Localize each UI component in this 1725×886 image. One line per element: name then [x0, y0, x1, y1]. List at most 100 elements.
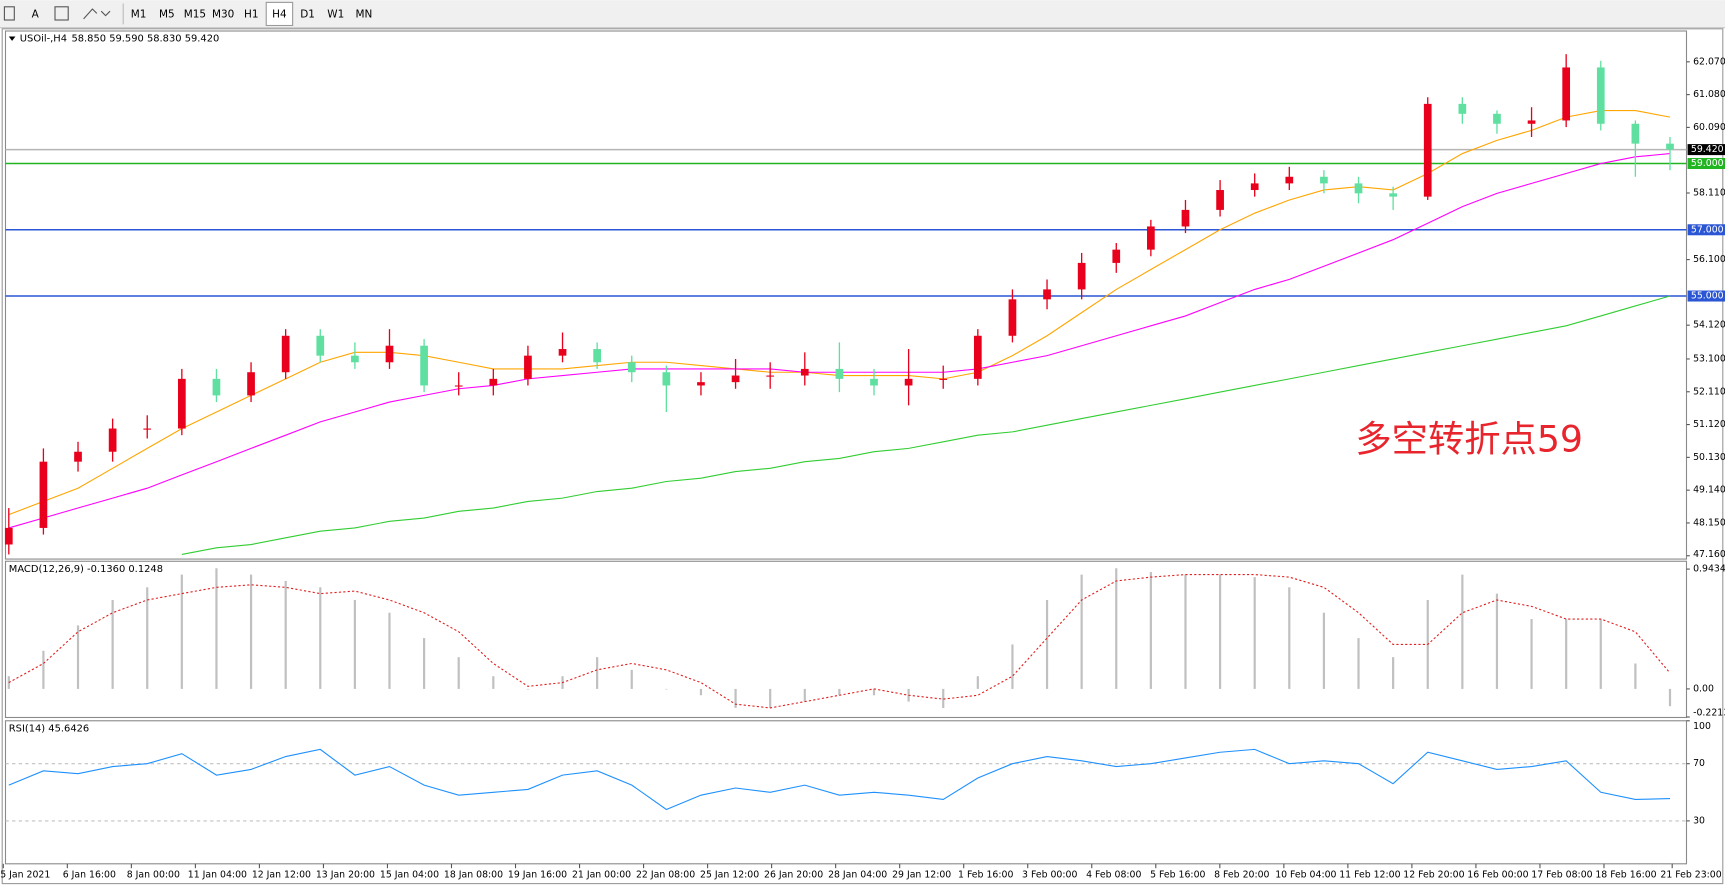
rsi-line: [8, 748, 1671, 811]
candle-body: [697, 382, 705, 386]
candle-body: [108, 428, 117, 452]
x-tick-label: 21 Feb 23:00: [1660, 869, 1721, 880]
x-tick-label: 4 Feb 08:00: [1086, 869, 1141, 880]
y-tick-label: 51.120: [1693, 419, 1725, 430]
macd-bar: [630, 669, 633, 689]
candle-body: [1596, 67, 1605, 124]
macd-bar: [1565, 619, 1568, 689]
macd-bar: [1599, 619, 1602, 689]
candle-body: [1285, 176, 1294, 184]
indicator-title: RSI(14) 45.6426: [9, 723, 89, 734]
x-tick-label: 5 Feb 16:00: [1150, 869, 1205, 880]
candle-body: [420, 345, 428, 386]
x-tick-label: 19 Jan 16:00: [508, 869, 567, 880]
ohlc-values: 58.850 59.590 58.830 59.420: [71, 34, 219, 45]
timeframe-button[interactable]: MN: [356, 9, 373, 21]
timeframe-button[interactable]: M5: [159, 9, 175, 21]
candle-body: [973, 335, 982, 379]
x-tick-label: 15 Jan 04:00: [380, 869, 439, 880]
candle-body: [1354, 183, 1363, 194]
x-tick-label: 28 Jan 04:00: [828, 869, 887, 880]
macd-bar: [319, 587, 322, 689]
timeframe-button[interactable]: M15: [184, 9, 206, 21]
price-level-tag: [1687, 290, 1725, 302]
macd-bar: [976, 676, 979, 689]
macd-signal: [8, 574, 1671, 709]
x-tick-label: 8 Feb 20:00: [1214, 869, 1269, 880]
tool-button[interactable]: A: [32, 9, 40, 21]
timeframe-button[interactable]: D1: [300, 9, 315, 21]
y-tick-label: -0.2213: [1693, 708, 1725, 719]
x-tick-label: 13 Jan 20:00: [316, 869, 375, 880]
candle-body: [1147, 226, 1155, 250]
panel-border: [4, 720, 1688, 865]
x-tick-label: 22 Jan 08:00: [636, 869, 695, 880]
y-tick-label: 56.100: [1693, 254, 1725, 265]
macd-bar: [1392, 657, 1395, 689]
y-tick-label: 100: [1693, 721, 1711, 732]
candle-body: [454, 385, 463, 387]
price-level-label: 57.000: [1691, 224, 1724, 235]
price-level-label: 59.420: [1691, 144, 1724, 155]
x-tick-label: 21 Jan 00:00: [572, 869, 631, 880]
candle-body: [1008, 299, 1017, 336]
candle-body: [1666, 143, 1674, 150]
candle-body: [1562, 67, 1571, 121]
macd-bar: [838, 688, 841, 696]
macd-bar: [492, 676, 495, 689]
x-tick-label: 1 Feb 16:00: [958, 869, 1013, 880]
macd-bar: [284, 580, 287, 689]
timeframe-button[interactable]: H1: [244, 9, 259, 21]
y-tick-label: 48.150: [1693, 517, 1725, 528]
x-tick-label: 5 Jan 2021: [0, 869, 50, 880]
macd-bar: [388, 612, 391, 689]
macd-bar: [872, 688, 876, 696]
candle-body: [1077, 262, 1086, 290]
y-tick-label: 53.100: [1693, 353, 1725, 364]
macd-bar: [769, 688, 772, 708]
candle-body: [627, 362, 636, 373]
macd-bar: [1045, 600, 1049, 689]
macd-bar: [734, 688, 737, 708]
x-tick-label: 16 Feb 00:00: [1467, 869, 1528, 880]
candle-body: [1043, 289, 1051, 300]
macd-bar: [942, 688, 945, 708]
macd-bar: [422, 638, 426, 689]
candle-body: [385, 345, 394, 363]
indicator-title: USOil-,H4: [20, 34, 67, 45]
text-icon[interactable]: [54, 6, 69, 21]
y-tick-label: 52.110: [1693, 386, 1725, 397]
timeframe-button[interactable]: W1: [327, 9, 344, 21]
price-level-tag: [1687, 158, 1725, 170]
y-tick-label: 54.120: [1693, 320, 1725, 331]
x-tick-label: 18 Jan 08:00: [444, 869, 503, 880]
candle-body: [1216, 190, 1224, 210]
y-tick-label: 30: [1693, 815, 1705, 826]
macd-bar: [457, 657, 460, 689]
crosshair-icon[interactable]: [3, 6, 15, 21]
moving-average: [181, 295, 1671, 555]
indicator-title: MACD(12,26,9) -0.1360 0.1248: [9, 564, 163, 575]
price-level-tag: [1687, 144, 1725, 156]
candle-body: [316, 335, 325, 356]
timeframe-button[interactable]: H4: [272, 9, 287, 21]
x-tick-label: 12 Feb 20:00: [1403, 869, 1464, 880]
candle-body: [904, 378, 913, 386]
y-tick-label: 70: [1693, 758, 1705, 769]
candle-body: [247, 372, 255, 396]
candle-body: [4, 527, 13, 545]
macd-bar: [1357, 638, 1360, 689]
x-tick-label: 18 Feb 16:00: [1595, 869, 1656, 880]
timeframe-button[interactable]: M1: [131, 9, 147, 21]
candle-body: [593, 349, 601, 363]
candle-body: [177, 378, 186, 429]
y-tick-label: 58.110: [1693, 187, 1725, 198]
macd-bar: [699, 688, 703, 696]
timeframe-button[interactable]: M30: [212, 9, 234, 21]
macd-bar: [146, 587, 149, 689]
draw-icon[interactable]: [83, 8, 111, 20]
candle-body: [731, 375, 740, 383]
toolbar-icon[interactable]: [3, 6, 111, 21]
macd-bar: [1288, 587, 1291, 689]
macd-bar: [596, 657, 599, 689]
